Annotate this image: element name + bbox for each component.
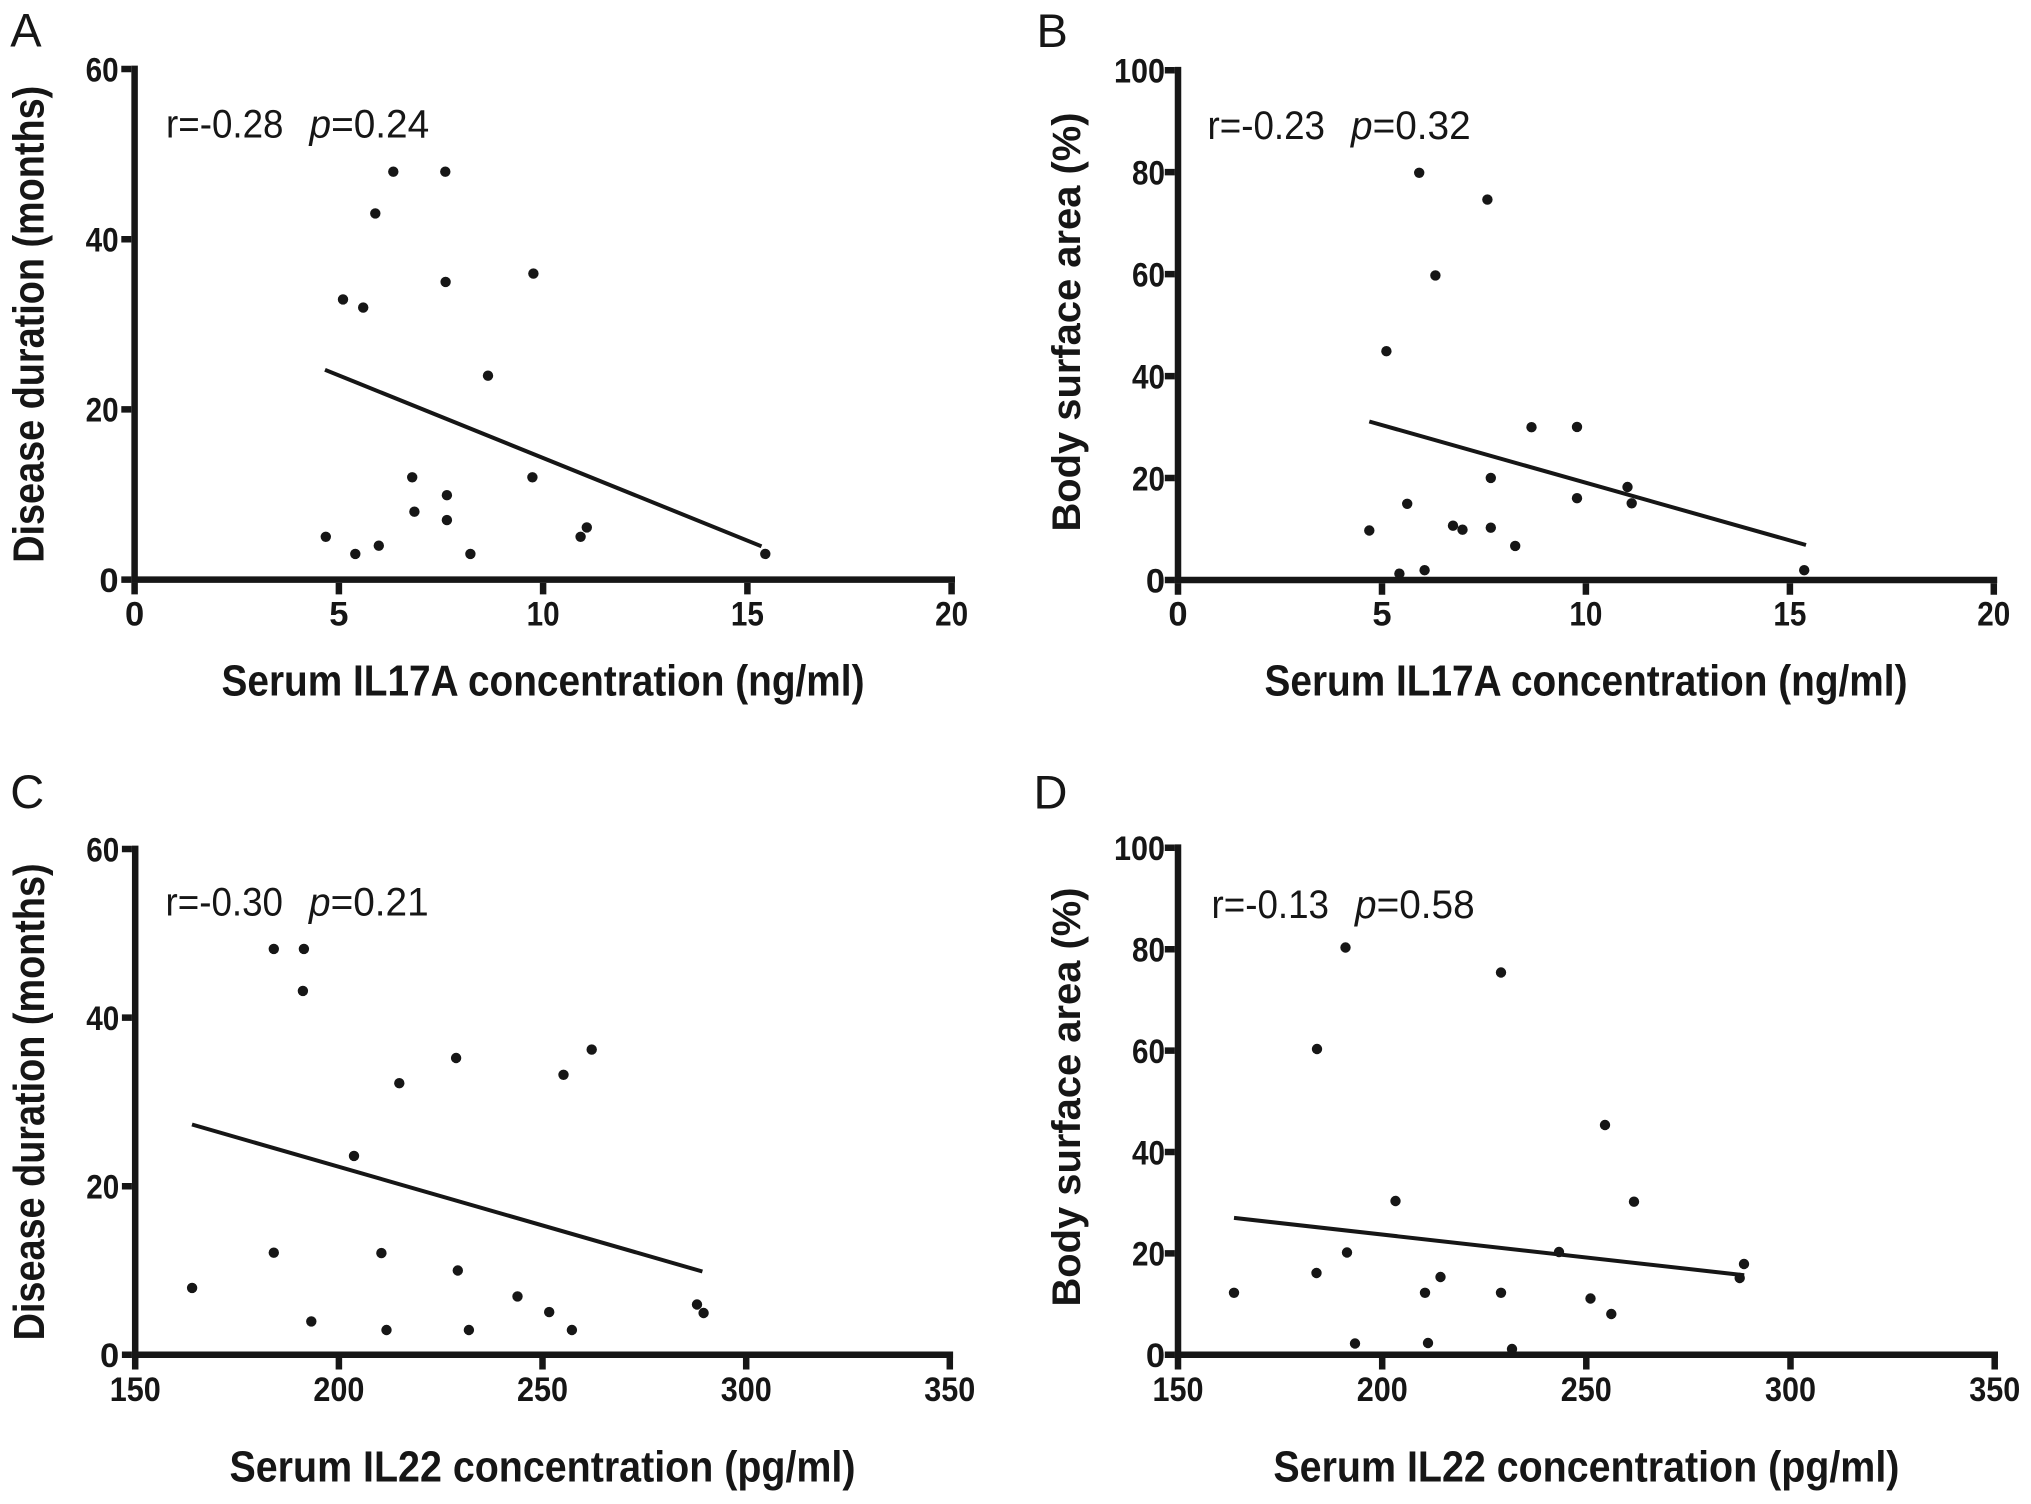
svg-text:p=0.24: p=0.24 [309, 103, 430, 147]
svg-text:r=-0.30: r=-0.30 [166, 881, 284, 925]
svg-text:Body surface area (%): Body surface area (%) [1045, 888, 1089, 1307]
svg-text:40: 40 [1132, 1134, 1165, 1172]
svg-text:5: 5 [1372, 596, 1391, 634]
svg-text:0: 0 [125, 596, 144, 634]
svg-text:15: 15 [1773, 596, 1806, 634]
svg-text:150: 150 [1153, 1371, 1204, 1409]
svg-text:0: 0 [1168, 596, 1187, 634]
svg-text:D: D [1034, 765, 1068, 818]
svg-text:C: C [10, 765, 44, 818]
svg-text:80: 80 [1132, 154, 1165, 192]
svg-text:150: 150 [110, 1371, 161, 1409]
svg-text:Serum IL22 concentration (pg/m: Serum IL22 concentration (pg/ml) [1273, 1443, 1899, 1492]
svg-text:p=0.58: p=0.58 [1354, 883, 1475, 927]
svg-text:p=0.32: p=0.32 [1350, 104, 1471, 148]
svg-text:15: 15 [731, 596, 764, 634]
svg-text:20: 20 [86, 1169, 119, 1207]
svg-text:350: 350 [924, 1371, 975, 1409]
svg-text:r=-0.23: r=-0.23 [1208, 104, 1326, 148]
svg-text:Disease duration (months): Disease duration (months) [5, 863, 54, 1340]
svg-text:B: B [1037, 4, 1068, 57]
svg-text:60: 60 [1132, 256, 1165, 294]
svg-text:200: 200 [1357, 1371, 1408, 1409]
svg-text:Disease duration (months): Disease duration (months) [5, 86, 54, 563]
svg-text:r=-0.13: r=-0.13 [1212, 883, 1330, 927]
svg-text:5: 5 [329, 596, 348, 634]
svg-text:350: 350 [1969, 1371, 2020, 1409]
svg-text:A: A [10, 3, 42, 56]
svg-text:300: 300 [1765, 1371, 1816, 1409]
svg-text:20: 20 [935, 596, 968, 634]
svg-text:40: 40 [1132, 358, 1165, 396]
svg-text:0: 0 [1146, 1337, 1165, 1375]
svg-text:40: 40 [86, 1000, 119, 1038]
svg-text:Serum IL17A concentration (ng/: Serum IL17A concentration (ng/ml) [222, 657, 865, 706]
svg-text:300: 300 [721, 1371, 772, 1409]
svg-text:80: 80 [1132, 932, 1165, 970]
svg-text:200: 200 [313, 1371, 364, 1409]
svg-text:20: 20 [1132, 1236, 1165, 1274]
svg-text:20: 20 [86, 392, 119, 430]
svg-text:10: 10 [1569, 596, 1602, 634]
svg-text:p=0.21: p=0.21 [308, 881, 429, 925]
svg-text:250: 250 [1561, 1371, 1612, 1409]
svg-text:0: 0 [1146, 562, 1165, 600]
svg-text:250: 250 [517, 1371, 568, 1409]
svg-text:100: 100 [1114, 830, 1165, 868]
svg-text:0: 0 [100, 1337, 119, 1375]
svg-text:r=-0.28: r=-0.28 [166, 103, 284, 147]
svg-text:60: 60 [86, 831, 119, 869]
svg-text:Serum IL22 concentration (pg/m: Serum IL22 concentration (pg/ml) [230, 1443, 856, 1492]
svg-text:20: 20 [1977, 596, 2010, 634]
svg-text:20: 20 [1132, 460, 1165, 498]
svg-text:0: 0 [99, 562, 118, 600]
svg-text:10: 10 [527, 596, 560, 634]
svg-text:Serum IL17A concentration (ng/: Serum IL17A concentration (ng/ml) [1265, 657, 1908, 706]
svg-text:60: 60 [86, 51, 119, 89]
svg-text:100: 100 [1114, 53, 1165, 91]
svg-text:60: 60 [1132, 1033, 1165, 1071]
svg-text:Body surface area (%): Body surface area (%) [1045, 113, 1089, 532]
svg-text:40: 40 [86, 222, 119, 260]
